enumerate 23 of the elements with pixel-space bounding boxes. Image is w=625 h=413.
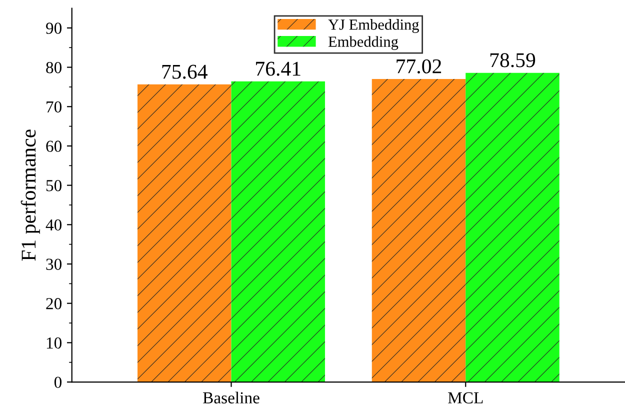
y-tick-label: 10 xyxy=(46,337,62,349)
y-tick-label: 60 xyxy=(46,140,62,152)
y-tick-label: 0 xyxy=(54,376,62,388)
bar xyxy=(231,81,325,382)
data-label: 78.59 xyxy=(490,53,536,68)
legend-label: YJ Embedding xyxy=(328,19,419,33)
y-tick-label: 50 xyxy=(46,180,62,192)
legend-label: Embedding xyxy=(328,36,398,50)
bar xyxy=(372,79,466,382)
data-label: 75.64 xyxy=(162,64,208,79)
y-tick-label: 80 xyxy=(46,62,62,74)
bar xyxy=(138,84,232,382)
x-tick-label: MCL xyxy=(448,392,483,404)
data-label: 76.41 xyxy=(256,62,300,76)
y-tick-label: 90 xyxy=(46,22,62,34)
bar xyxy=(466,72,560,382)
y-tick-label: 30 xyxy=(46,258,62,270)
y-axis-title: F1 performance xyxy=(20,130,40,261)
x-tick-label: Baseline xyxy=(203,392,260,404)
y-tick-label: 70 xyxy=(46,101,62,113)
y-tick-label: 20 xyxy=(46,298,62,310)
y-tick-label: 40 xyxy=(46,219,62,231)
data-label: 77.02 xyxy=(396,59,442,74)
